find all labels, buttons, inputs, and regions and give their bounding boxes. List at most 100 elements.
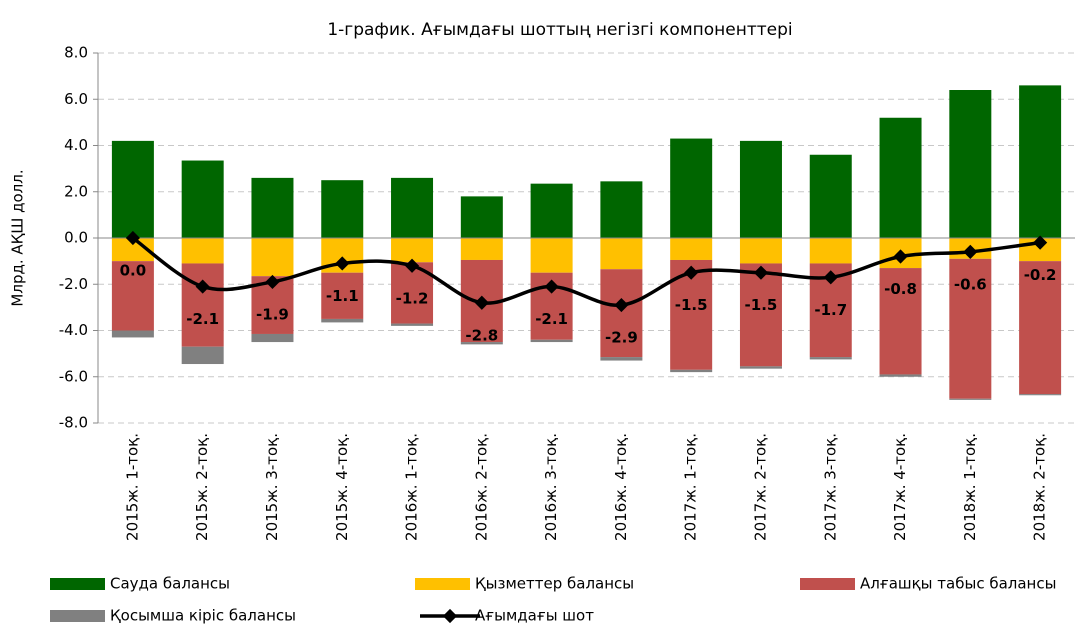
data-label: -0.6 bbox=[954, 275, 987, 293]
data-label: -0.2 bbox=[1024, 266, 1057, 284]
bar-segment bbox=[949, 90, 992, 238]
data-label: -2.1 bbox=[186, 310, 219, 328]
legend-marker bbox=[442, 608, 458, 624]
y-tick-label: 0.0 bbox=[64, 229, 88, 247]
legend-swatch bbox=[415, 578, 470, 590]
bar-segment bbox=[111, 261, 154, 331]
x-tick-label: 2015ж. 1-тоқ. bbox=[123, 433, 141, 541]
y-tick-label: 2.0 bbox=[64, 182, 88, 200]
data-label: -0.8 bbox=[884, 280, 917, 298]
line-marker bbox=[753, 265, 769, 280]
x-tick-label: 2015ж. 4-тоқ. bbox=[333, 433, 351, 541]
legend-label: Қызметтер балансы bbox=[475, 575, 634, 593]
x-tick-label: 2018ж. 1-тоқ. bbox=[961, 433, 979, 541]
data-label: -1.5 bbox=[745, 296, 778, 314]
y-tick-label: -6.0 bbox=[59, 367, 88, 385]
x-tick-label: 2017ж. 1-тоқ. bbox=[682, 433, 700, 541]
bar-segment bbox=[460, 238, 503, 260]
data-label: -2.1 bbox=[535, 310, 568, 328]
x-tick-label: 2016ж. 3-тоқ. bbox=[542, 433, 560, 541]
bar-segment bbox=[391, 323, 434, 326]
bar-segment bbox=[1019, 394, 1062, 396]
data-label: -1.9 bbox=[256, 305, 289, 323]
bar-segment bbox=[670, 369, 713, 373]
x-tick-label: 2017ж. 2-тоқ. bbox=[751, 433, 769, 541]
legend-label: Алғашқы табыс балансы bbox=[860, 575, 1056, 593]
bar-segment bbox=[739, 140, 782, 238]
legend-swatch bbox=[800, 578, 855, 590]
bar-segment bbox=[251, 177, 294, 238]
line-marker bbox=[474, 295, 489, 310]
bar-segment bbox=[600, 238, 643, 270]
bar-segment bbox=[181, 160, 224, 238]
line-marker bbox=[823, 270, 838, 285]
x-tick-label: 2015ж. 2-тоқ. bbox=[193, 433, 211, 541]
line-marker bbox=[614, 297, 629, 313]
x-tick-label: 2017ж. 3-тоқ. bbox=[821, 433, 839, 541]
line-marker bbox=[544, 279, 559, 294]
bar-segment bbox=[1019, 85, 1062, 238]
bar-segment bbox=[111, 330, 154, 338]
line-marker bbox=[404, 258, 420, 273]
bar-segment bbox=[321, 272, 364, 319]
bar-segment bbox=[879, 117, 922, 238]
data-label: -1.1 bbox=[326, 287, 359, 305]
bar-segment bbox=[460, 196, 503, 238]
bar-segment bbox=[251, 333, 294, 343]
bar-segment bbox=[181, 346, 224, 365]
bar-segment bbox=[530, 339, 573, 343]
bar-segment bbox=[530, 238, 573, 273]
bar-segment bbox=[879, 268, 922, 375]
line-marker bbox=[125, 230, 140, 246]
chart-title: 1-график. Ағымдағы шоттың негізгі компон… bbox=[327, 20, 792, 40]
bar-segment bbox=[949, 258, 992, 399]
bar-segment bbox=[600, 357, 643, 361]
x-tick-label: 2016ж. 1-тоқ. bbox=[403, 433, 421, 541]
bar-segment bbox=[1019, 261, 1062, 395]
bar-segment bbox=[879, 374, 922, 377]
bar-segment bbox=[111, 238, 154, 262]
bar-segment bbox=[530, 183, 573, 238]
bar-segment bbox=[391, 177, 434, 238]
line-marker bbox=[684, 265, 699, 280]
data-label: 0.0 bbox=[120, 262, 147, 280]
legend-label: Ағымдағы шот bbox=[475, 607, 594, 625]
legend-label: Сауда балансы bbox=[110, 575, 230, 593]
bar-segment bbox=[321, 180, 364, 238]
bar-segment bbox=[670, 138, 713, 238]
y-tick-label: 8.0 bbox=[64, 44, 88, 62]
bar-segment bbox=[670, 238, 713, 260]
legend-swatch bbox=[50, 610, 105, 622]
bar-segment bbox=[739, 366, 782, 369]
bar-segment bbox=[460, 342, 503, 345]
bar-segment bbox=[391, 238, 434, 263]
y-axis-label: Млрд. АҚШ долл. bbox=[9, 169, 27, 306]
line-marker bbox=[963, 244, 978, 259]
line-marker bbox=[265, 274, 280, 290]
legend-label: Қосымша кіріс балансы bbox=[110, 607, 296, 625]
y-tick-label: -2.0 bbox=[59, 275, 88, 293]
data-label: -1.2 bbox=[396, 289, 429, 307]
bar-segment bbox=[181, 263, 224, 347]
data-label: -1.5 bbox=[675, 296, 708, 314]
bar-segment bbox=[111, 140, 154, 238]
x-tick-label: 2016ж. 2-тоқ. bbox=[472, 433, 490, 541]
x-tick-label: 2018ж. 2-тоқ. bbox=[1031, 433, 1049, 541]
legend-swatch bbox=[50, 578, 105, 590]
bar-segment bbox=[739, 263, 782, 367]
y-tick-label: 4.0 bbox=[64, 136, 88, 154]
bar-segment bbox=[181, 238, 224, 264]
line-marker bbox=[893, 249, 908, 264]
x-tick-label: 2016ж. 4-тоқ. bbox=[612, 433, 630, 541]
bar-segment bbox=[809, 154, 852, 238]
y-tick-label: -4.0 bbox=[59, 321, 88, 339]
bar-segment bbox=[949, 398, 992, 400]
x-tick-label: 2015ж. 3-тоқ. bbox=[263, 433, 281, 541]
x-tick-label: 2017ж. 4-тоқ. bbox=[891, 433, 909, 541]
y-tick-label: -8.0 bbox=[59, 414, 88, 432]
bar-segment bbox=[600, 181, 643, 238]
bar-segment bbox=[600, 269, 643, 358]
data-label: -2.8 bbox=[465, 326, 498, 344]
bar-segment bbox=[739, 238, 782, 264]
